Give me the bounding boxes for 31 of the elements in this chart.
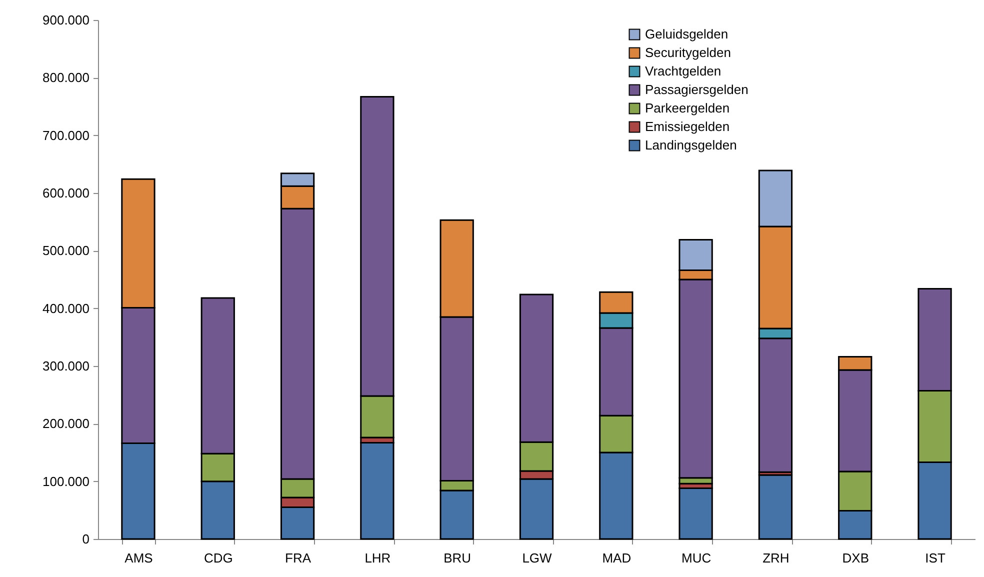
y-tick-label: 500.000 [42, 243, 90, 258]
x-tick-label: MUC [682, 550, 712, 566]
y-tick-label: 100.000 [42, 474, 90, 489]
y-tick-label: 900.000 [42, 12, 90, 28]
x-tick-label: AMS [124, 550, 154, 566]
x-tick-label: BRU [444, 550, 472, 566]
bar [678, 488, 713, 540]
x-tick-label: DXB [842, 550, 869, 566]
y-tick-label: 300.000 [42, 358, 90, 374]
y-tick-label: 700.000 [42, 128, 90, 143]
y-tick-label: 800.000 [42, 70, 90, 86]
legend-label: Vrachtgelden [645, 64, 722, 78]
y-tick-label: 200.000 [42, 416, 90, 432]
y-tick-label: 400.000 [42, 300, 90, 316]
legend-label: Parkeergelden [645, 100, 730, 116]
x-tick-label: CDG [204, 550, 233, 566]
x-tick-label: FRA [285, 550, 312, 566]
legend-label: Emissiegelden [645, 119, 730, 134]
bar [758, 474, 793, 540]
legend-label: Geluidsgelden [645, 26, 728, 42]
bar [360, 442, 394, 540]
y-tick-label: 0 [82, 532, 90, 546]
x-tick-label: LGW [522, 550, 553, 566]
legend-label: Securitygelden [645, 45, 731, 60]
x-tick-label: ZRH [762, 550, 790, 566]
x-tick-label: LHR [364, 550, 391, 566]
legend-label: Landingsgelden [645, 138, 737, 152]
x-tick-label: IST [925, 550, 946, 566]
y-tick-label: 600.000 [42, 186, 90, 200]
legend-label: Passagiersgelden [645, 82, 748, 97]
x-tick-label: MAD [602, 550, 632, 566]
